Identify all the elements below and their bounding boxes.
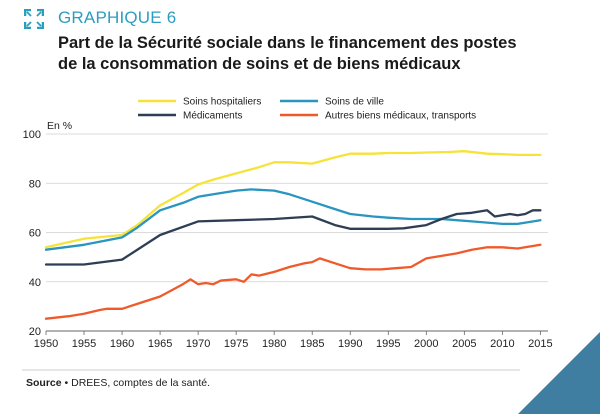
source-label: Source [26,377,62,389]
x-tick-label: 1975 [224,338,248,350]
chart-title: Part de la Sécurité sociale dans le fina… [58,33,578,75]
x-tick-label: 2005 [452,338,476,350]
legend-label-2: Médicaments [183,111,242,122]
y-tick-label: 100 [23,129,41,141]
chart-title-line-1: Part de la Sécurité sociale dans le fina… [58,34,517,52]
y-tick-label: 60 [29,228,41,240]
series-line-3 [44,243,542,320]
figure-label: GRAPHIQUE 6 [58,8,177,27]
x-tick-label: 1960 [110,338,134,350]
y-axis-ticks: 20 40 60 80 100 [23,129,41,338]
x-axis: 1950 1955 1960 1965 1970 1975 1980 1985 1990 1995… [34,331,553,350]
x-tick-label: 2015 [528,338,552,350]
source-note: Source • DREES, comptes de la santé. [26,377,210,389]
x-tick-label: 1980 [262,338,286,350]
chart-legend: Soins hospitaliers Soins de ville Médicame… [138,97,476,122]
chart-title-line-2: de la consommation de soins et de biens … [58,55,461,73]
x-tick-label: 1955 [72,338,96,350]
series-lines [44,150,542,320]
x-tick-label: 2010 [490,338,514,350]
x-tick-label: 1985 [300,338,324,350]
legend-label-1: Soins de ville [325,97,384,108]
x-tick-label: 2000 [414,338,438,350]
x-tick-label: 1970 [186,338,210,350]
expand-icon[interactable] [24,9,44,29]
legend-label-3: Autres biens médicaux, transports [325,111,476,122]
series-line-2 [44,209,542,266]
x-tick-label: 1990 [338,338,362,350]
x-tick-label: 1995 [376,338,400,350]
series-line-1 [44,188,542,251]
y-tick-label: 80 [29,178,41,190]
legend-label-0: Soins hospitaliers [183,97,261,108]
x-tick-label: 1965 [148,338,172,350]
source-text: DREES, comptes de la santé. [71,377,211,389]
series-line-0 [44,150,542,249]
y-tick-label: 40 [29,277,41,289]
corner-decoration [518,332,600,414]
source-bullet: • [64,377,69,389]
x-tick-label: 1950 [34,338,58,350]
y-axis-label: En % [47,120,72,132]
y-tick-label: 20 [29,326,41,338]
